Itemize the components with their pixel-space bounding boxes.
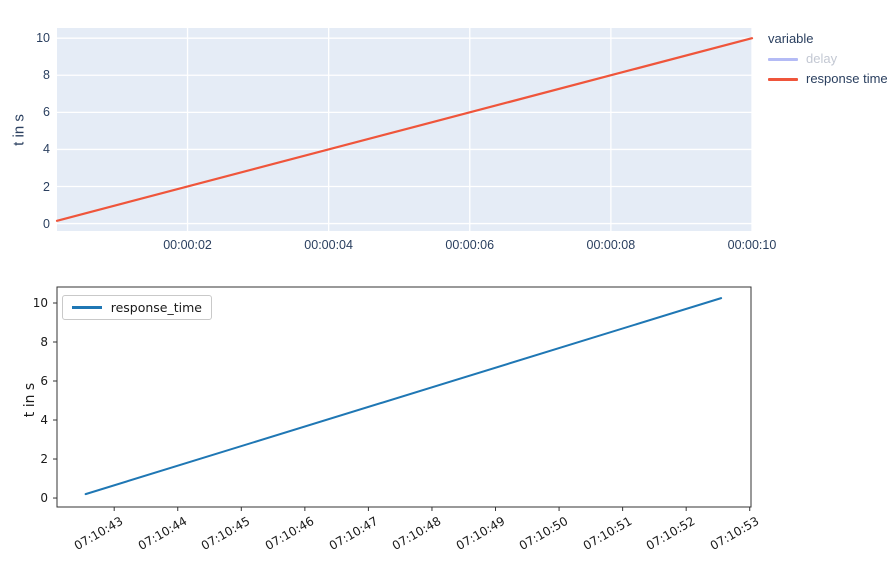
plotly-plot-area[interactable] [57, 28, 752, 231]
legend-title: variable [768, 31, 814, 46]
plot-frame [56, 286, 752, 508]
legend-item-delay[interactable]: delay [768, 51, 888, 67]
y-tick-label: 0 [43, 216, 50, 231]
y-tick-label: 6 [40, 374, 48, 388]
legend-item-label: response_time [110, 300, 202, 315]
y-tick-label: 4 [43, 142, 50, 157]
legend-item-label: response time [806, 71, 888, 86]
x-tick-label: 00:00:06 [445, 238, 495, 252]
y-tick-label: 10 [36, 31, 50, 46]
legend-item-label: delay [806, 51, 838, 66]
response-time-line [55, 37, 754, 222]
y-tick-label: 0 [40, 491, 48, 506]
matplotlib-response-chart: t in s response_time 0 2 4 6 8 10 07:10:43 07:1… [0, 280, 896, 562]
plotly-canvas [55, 28, 754, 231]
y-tick-label: 6 [43, 105, 50, 120]
x-tick-label: 00:00:02 [163, 238, 212, 252]
x-tick-label: 00:00:04 [304, 238, 353, 252]
y-tick-label: 2 [40, 452, 48, 467]
y-tick-label: 2 [43, 179, 50, 194]
matplotlib-canvas [53, 286, 752, 511]
y-tick-label: 10 [32, 295, 48, 310]
y-tick-label: 8 [43, 68, 50, 83]
y-tick-label: 8 [40, 335, 48, 349]
x-tick-label: 00:00:08 [586, 238, 636, 252]
response-time-line-sample [768, 77, 798, 81]
x-tick-label: 00:00:10 [727, 238, 777, 252]
response-time-line-sample [72, 306, 102, 309]
y-tick-label: 4 [40, 413, 48, 427]
plotly-legend: variable delay response time [768, 31, 888, 87]
response_time-line [84, 297, 723, 496]
delay-line-sample [768, 57, 798, 61]
matplotlib-legend: response_time [62, 295, 212, 320]
legend-item-response-time[interactable]: response time [768, 71, 888, 87]
